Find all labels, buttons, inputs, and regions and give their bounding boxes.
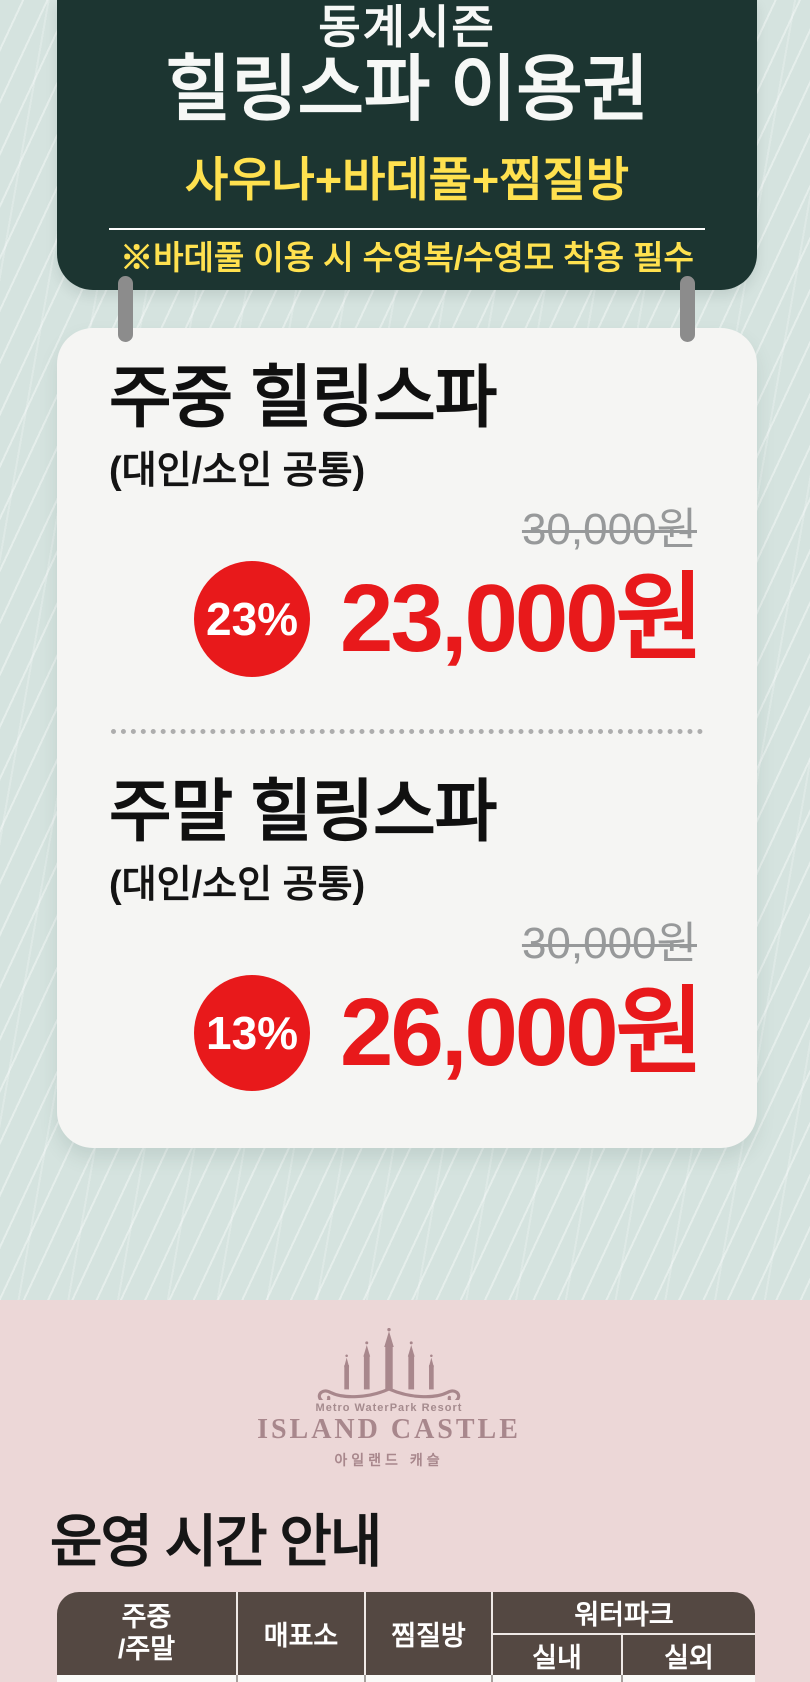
- offer-price-row: 13% 26,000원: [109, 973, 705, 1093]
- offer-name: 주중 힐링스파: [109, 360, 497, 436]
- castle-icon: [317, 1328, 461, 1400]
- col-header-outdoor: 실외: [621, 1633, 755, 1675]
- table-cell: [57, 1675, 237, 1682]
- discount-badge: 13%: [194, 975, 311, 1092]
- offer-original-price: 30,000원: [521, 504, 697, 554]
- hanger-pin-left: [118, 276, 133, 342]
- offer-target: (대인/소인 공통): [109, 450, 366, 492]
- col-header-ticket-office: 매표소: [236, 1592, 365, 1675]
- hours-section-heading: 운영 시간 안내: [50, 1510, 382, 1574]
- col-header-day: 주중 /주말: [57, 1592, 237, 1675]
- col-header-jjimjilbang: 찜질방: [364, 1592, 492, 1675]
- table-cell: [364, 1675, 492, 1682]
- table-cell: [491, 1675, 622, 1682]
- brand-name-english: ISLAND CASTLE: [257, 1414, 521, 1445]
- banner-divider-line: [109, 228, 705, 230]
- sale-price: 26,000원: [340, 979, 704, 1087]
- brand-tagline: Metro WaterPark Resort: [315, 1402, 463, 1414]
- table-row: [57, 1675, 755, 1682]
- banner-title: 힐링스파 이용권: [165, 50, 649, 130]
- brand-name-korean: 아일랜드 캐슬: [334, 1452, 444, 1468]
- banner-notice: ※바데풀 이용 시 수영복/수영모 착용 필수: [120, 239, 694, 276]
- offer-weekday: 주중 힐링스파 (대인/소인 공통) 30,000원 23% 23,000원: [109, 364, 705, 679]
- offer-target: (대인/소인 공통): [109, 864, 366, 907]
- hours-table-wrapper: 주중 /주말 매표소 찜질방 워터파크 실내 실외: [57, 1592, 755, 1682]
- dotted-divider: [111, 729, 703, 735]
- col-header-indoor: 실내: [491, 1633, 622, 1675]
- banner-subtitle: 사우나+바데풀+찜질방: [184, 153, 630, 206]
- sale-price: 23,000원: [340, 565, 704, 673]
- hours-table: 주중 /주말 매표소 찜질방 워터파크 실내 실외: [57, 1592, 755, 1682]
- offer-name: 주말 힐링스파: [109, 774, 497, 851]
- offer-weekend: 주말 힐링스파 (대인/소인 공통) 30,000원 13% 26,000원: [109, 778, 705, 1093]
- brand-logo-block: Metro WaterPark Resort ISLAND CASTLE 아일랜…: [239, 1328, 539, 1470]
- table-cell: [621, 1675, 755, 1682]
- price-card: 주중 힐링스파 (대인/소인 공통) 30,000원 23% 23,000원 주…: [57, 328, 757, 1148]
- offer-price-row: 23% 23,000원: [109, 559, 705, 679]
- col-header-day-line2: /주말: [117, 1633, 176, 1664]
- table-cell: [236, 1675, 365, 1682]
- col-header-day-line1: 주중: [121, 1602, 172, 1633]
- discount-badge: 23%: [194, 561, 311, 678]
- col-header-waterpark: 워터파크: [491, 1592, 755, 1634]
- offer-original-price: 30,000원: [521, 918, 697, 968]
- hanger-pin-right: [680, 276, 695, 342]
- banner-season-label: 동계시즌: [318, 1, 496, 53]
- promo-banner: 동계시즌 힐링스파 이용권 사우나+바데풀+찜질방 ※바데풀 이용 시 수영복/…: [57, 0, 757, 290]
